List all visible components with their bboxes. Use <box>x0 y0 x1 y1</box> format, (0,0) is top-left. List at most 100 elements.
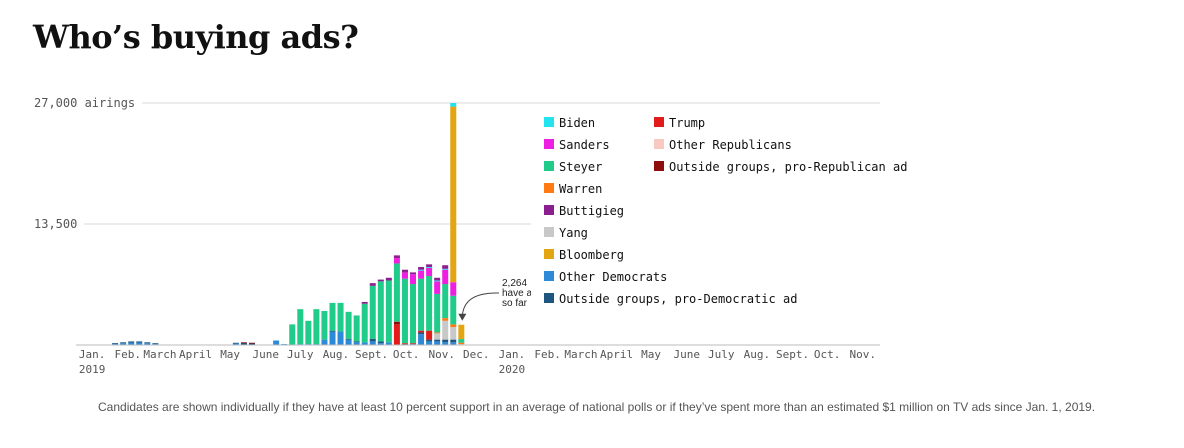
bar-segment-outside-groups-pro-republican-ad <box>248 342 255 344</box>
bar-segment-outside-groups-pro-democratic-ad <box>248 343 255 345</box>
bar-segment-trump <box>393 324 400 345</box>
bar-segment-outside-groups-pro-democratic-ad <box>345 338 352 340</box>
bar-segment-outside-groups-pro-democratic-ad <box>442 339 449 343</box>
legend-swatch-buttigieg <box>544 205 554 215</box>
bar-segment-other-democrats <box>321 339 328 345</box>
bar-segment-warren <box>442 318 449 321</box>
bar-segment-trump <box>418 330 425 333</box>
bar-segment-outside-groups-pro-democratic-ad <box>369 338 376 342</box>
x-tick-label: July <box>708 348 735 361</box>
bar-segment-steyer <box>337 302 344 332</box>
legend-swatch-yang <box>544 227 554 237</box>
bar-segment-biden <box>434 280 441 282</box>
bar-segment-other-democrats <box>377 343 384 345</box>
bar-segment-outside-groups-pro-democratic-ad <box>232 342 239 344</box>
x-tick-label: April <box>600 348 633 361</box>
y-axis: 27,000 airings 13,500 <box>34 96 135 231</box>
bar-segment-other-democrats <box>144 343 151 345</box>
bar-segment-yang <box>442 320 449 340</box>
bar-segment-trump <box>410 343 417 345</box>
bar-segment-steyer <box>321 310 328 340</box>
bar-segment-steyer <box>442 284 449 319</box>
bar-segment-other-democrats <box>232 343 239 345</box>
bar-segment-outside-groups-pro-democratic-ad <box>353 341 360 343</box>
bar-segment-other-democrats <box>128 342 135 345</box>
x-tick-label: Jan. <box>499 348 526 361</box>
bar-segment-outside-groups-pro-democratic-ad <box>144 342 151 344</box>
bar-segment-steyer <box>369 285 376 339</box>
y-tick-label: 13,500 <box>34 217 77 231</box>
bar-segment-other-democrats <box>345 339 352 345</box>
bar-segment-other-democrats <box>361 342 368 345</box>
bar-segment-sanders <box>442 269 449 285</box>
bar-segment-outside-groups-pro-democratic-ad <box>120 342 127 344</box>
bar-segment-other-democrats <box>450 342 457 345</box>
x-tick-label: March <box>564 348 597 361</box>
legend-label-outside-groups-pro-republican-ad: Outside groups, pro-Republican ad <box>669 160 907 174</box>
x-tick-label: June <box>674 348 701 361</box>
bar-segment-steyer <box>361 303 368 343</box>
bar-segment-sanders <box>401 272 408 279</box>
bar-segment-other-democrats <box>353 342 360 345</box>
bar-segment-trump <box>401 343 408 345</box>
footnote: Candidates are shown individually if the… <box>98 400 1096 414</box>
bar-segment-yang <box>450 327 457 340</box>
legend-label-outside-groups-pro-democratic-ad: Outside groups, pro-Democratic ad <box>559 292 797 306</box>
bar-segment-outside-groups-pro-democratic-ad <box>240 342 247 345</box>
bar-segment-trump <box>426 330 433 340</box>
bar-segment-outside-groups-pro-democratic-ad <box>450 339 457 343</box>
legend-label-sanders: Sanders <box>559 138 610 152</box>
bar-segment-steyer <box>393 263 400 322</box>
x-tick-label: Oct. <box>393 348 420 361</box>
bar-segment-warren <box>434 332 441 334</box>
bar-segment-other-democrats <box>112 343 119 345</box>
legend-label-steyer: Steyer <box>559 160 602 174</box>
bar-segment-buttigieg <box>385 277 392 281</box>
bar-segment-outside-groups-pro-democratic-ad <box>128 341 135 343</box>
bar-segment-buttigieg <box>377 279 384 282</box>
x-tick-year: 2020 <box>499 363 526 376</box>
bar-segment-other-democrats <box>136 342 143 345</box>
x-tick-year: 2019 <box>79 363 106 376</box>
legend-swatch-biden <box>544 117 554 127</box>
bar-segment-sanders <box>426 267 433 276</box>
bar-segment-biden <box>418 269 425 271</box>
bar-segment-steyer <box>305 320 312 345</box>
annotation-text: so far <box>502 298 528 309</box>
bar-segment-steyer <box>450 295 457 325</box>
bar-segment-sanders <box>418 270 425 279</box>
bar-segment-buttigieg <box>418 267 425 270</box>
bar-segment-yang <box>434 333 441 340</box>
legend-swatch-other-democrats <box>544 271 554 281</box>
bar-segment-outside-groups-pro-republican-ad <box>240 342 247 344</box>
bar-segment-bloomberg <box>450 106 457 283</box>
bar-segment-biden <box>442 268 449 270</box>
bar-segment-bloomberg <box>458 324 465 340</box>
bar-segment-outside-groups-pro-democratic-ad <box>329 330 336 332</box>
annotation-arrow <box>461 292 500 317</box>
legend-swatch-other-republicans <box>654 139 664 149</box>
bar-segment-sanders <box>434 281 441 294</box>
y-tick-label: 27,000 airings <box>34 96 135 110</box>
bar-segment-other-democrats <box>418 334 425 345</box>
x-tick-label: June <box>253 348 280 361</box>
bar-segment-other-democrats <box>120 343 127 345</box>
bar-segment-warren <box>458 342 465 345</box>
bar-segment-steyer <box>418 278 425 331</box>
bar-segment-outside-groups-pro-democratic-ad <box>136 341 143 343</box>
chart-title: Who’s buying ads? <box>33 18 359 56</box>
x-tick-label: May <box>641 348 661 361</box>
bar-segment-steyer <box>297 309 304 345</box>
bar-segment-buttigieg <box>401 269 408 273</box>
bar-segment-other-democrats <box>426 341 433 345</box>
bar-segment-sanders <box>410 274 417 285</box>
bar-segment-steyer <box>385 280 392 343</box>
bar-segment-outside-groups-pro-democratic-ad <box>152 343 159 345</box>
legend-swatch-sanders <box>544 139 554 149</box>
bar-segment-other-democrats <box>434 341 441 345</box>
bar-segment-buttigieg <box>426 264 433 268</box>
bar-segment-outside-groups-pro-republican-ad <box>393 321 400 325</box>
